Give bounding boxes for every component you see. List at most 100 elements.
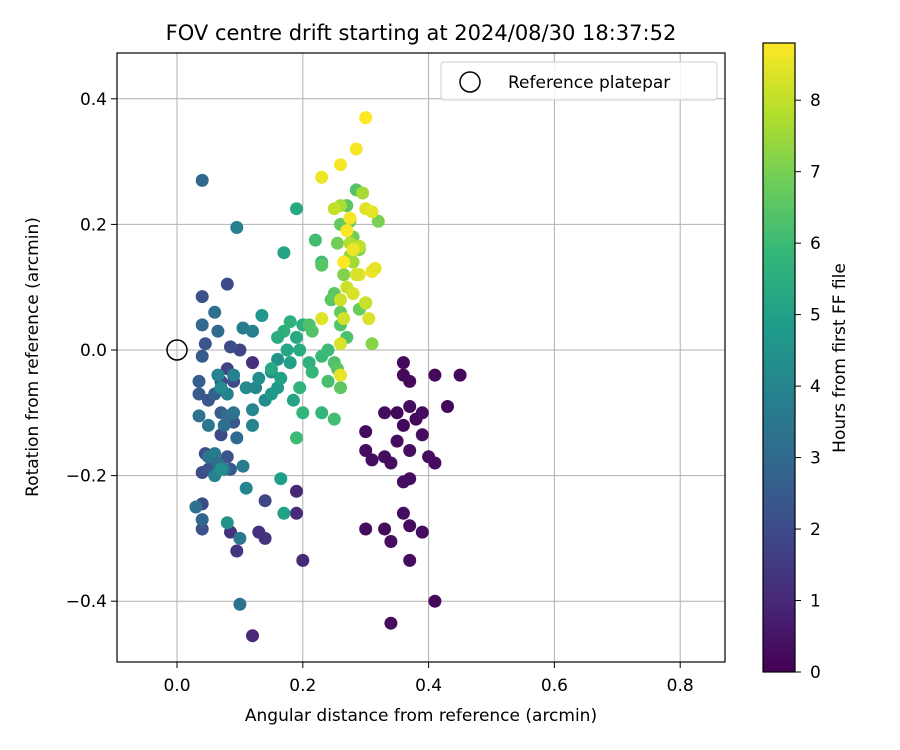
scatter-point [415, 406, 429, 420]
scatter-point [359, 425, 373, 439]
legend-box [440, 61, 718, 101]
colorbar-ticks: 0 1 2 3 4 5 6 7 8 [795, 91, 821, 683]
scatter-point [346, 243, 360, 256]
scatter-point [356, 186, 370, 200]
scatter-point [403, 400, 417, 413]
scatter-point [274, 371, 288, 385]
scatter-point [290, 330, 303, 344]
scatter-point [359, 444, 373, 457]
scatter-point [293, 343, 307, 357]
scatter-point [192, 374, 206, 388]
x-tick-label: 0.2 [289, 676, 316, 696]
scatter-point [258, 531, 272, 545]
scatter-point [192, 387, 206, 401]
scatter-point [403, 519, 417, 533]
scatter-point [211, 324, 225, 338]
scatter-point [441, 400, 454, 413]
colorbar: 0 1 2 3 4 5 6 7 8 Hours from first FF file [762, 42, 850, 683]
scatter-point [359, 522, 373, 536]
scatter-point [334, 158, 347, 172]
scatter-point [230, 431, 244, 445]
legend-marker-icon [459, 71, 481, 93]
scatter-point [453, 368, 467, 382]
scatter-point [198, 337, 212, 351]
y-tick-label: −0.2 [66, 467, 107, 487]
scatter-point [365, 453, 379, 467]
scatter-point [246, 629, 259, 643]
colorbar-frame [762, 42, 796, 673]
scatter-point [195, 173, 209, 187]
scatter-point [239, 481, 253, 495]
scatter-point [220, 277, 234, 291]
scatter-point [334, 293, 347, 307]
scatter-point [271, 352, 285, 366]
scatter-point [349, 268, 363, 282]
scatter-point [396, 418, 410, 432]
scatter-point [274, 472, 288, 486]
legend-entry-label: Reference platepar [508, 73, 670, 93]
scatter-point [334, 381, 347, 395]
scatter-point [227, 406, 241, 420]
scatter-point [337, 312, 351, 326]
scatter-point [195, 290, 209, 304]
colorbar-gradient [763, 43, 795, 672]
scatter-point [343, 211, 357, 225]
scatter-point [428, 368, 442, 382]
scatter-point [415, 525, 429, 539]
colorbar-label: Hours from first FF file [830, 263, 850, 453]
scatter-point [327, 412, 341, 426]
scatter-point [334, 337, 347, 351]
colorbar-tick-label: 4 [810, 377, 821, 397]
scatter-point [359, 111, 373, 125]
scatter-point [255, 309, 269, 322]
reference-platepar-marker [166, 339, 188, 361]
scatter-point [359, 296, 373, 310]
scatter-point [362, 312, 376, 326]
scatter-point [246, 418, 259, 432]
scatter-point [195, 349, 209, 363]
y-tick-label: −0.4 [66, 592, 107, 612]
scatter-point [283, 356, 297, 370]
scatter-point [246, 403, 259, 417]
scatter-point [283, 315, 297, 329]
scatter-point [384, 456, 398, 470]
scatter-point [334, 368, 347, 382]
plot-frame [116, 52, 726, 663]
scatter-point [428, 456, 442, 470]
y-axis-label: Rotation from reference (arcmin) [23, 217, 43, 497]
scatter-point [246, 356, 259, 370]
scatter-point [330, 236, 344, 250]
y-tick-label: 0.0 [80, 341, 107, 361]
scatter-point [246, 324, 259, 338]
x-axis-ticks: 0.0 0.2 0.4 0.6 0.8 [163, 662, 694, 696]
scatter-point [271, 330, 285, 344]
colorbar-tick-label: 1 [810, 592, 821, 612]
scatter-point [296, 553, 310, 567]
scatter-point [280, 343, 294, 357]
scatter-point [315, 170, 329, 184]
scatter-point [305, 365, 319, 379]
scatter-point [396, 356, 410, 370]
scatter-point [368, 261, 382, 275]
scatter-point [315, 312, 329, 326]
scatter-point [305, 324, 319, 338]
scatter-point [403, 444, 417, 457]
scatter-point [264, 362, 278, 376]
scatter-point [230, 544, 244, 558]
scatter-point [396, 506, 410, 520]
scatter-point [252, 371, 266, 385]
scatter-point [233, 531, 247, 545]
scatter-point [296, 406, 310, 420]
scatter-point [290, 506, 303, 520]
scatter-point [337, 268, 351, 282]
scatter-point [321, 374, 335, 388]
scatter-point [230, 221, 244, 234]
scatter-point [277, 506, 291, 520]
scatter-point [195, 318, 209, 332]
scatter-point [286, 393, 300, 407]
scatter-point [384, 616, 398, 630]
scatter-point [315, 406, 329, 420]
scatter-point [403, 374, 417, 388]
